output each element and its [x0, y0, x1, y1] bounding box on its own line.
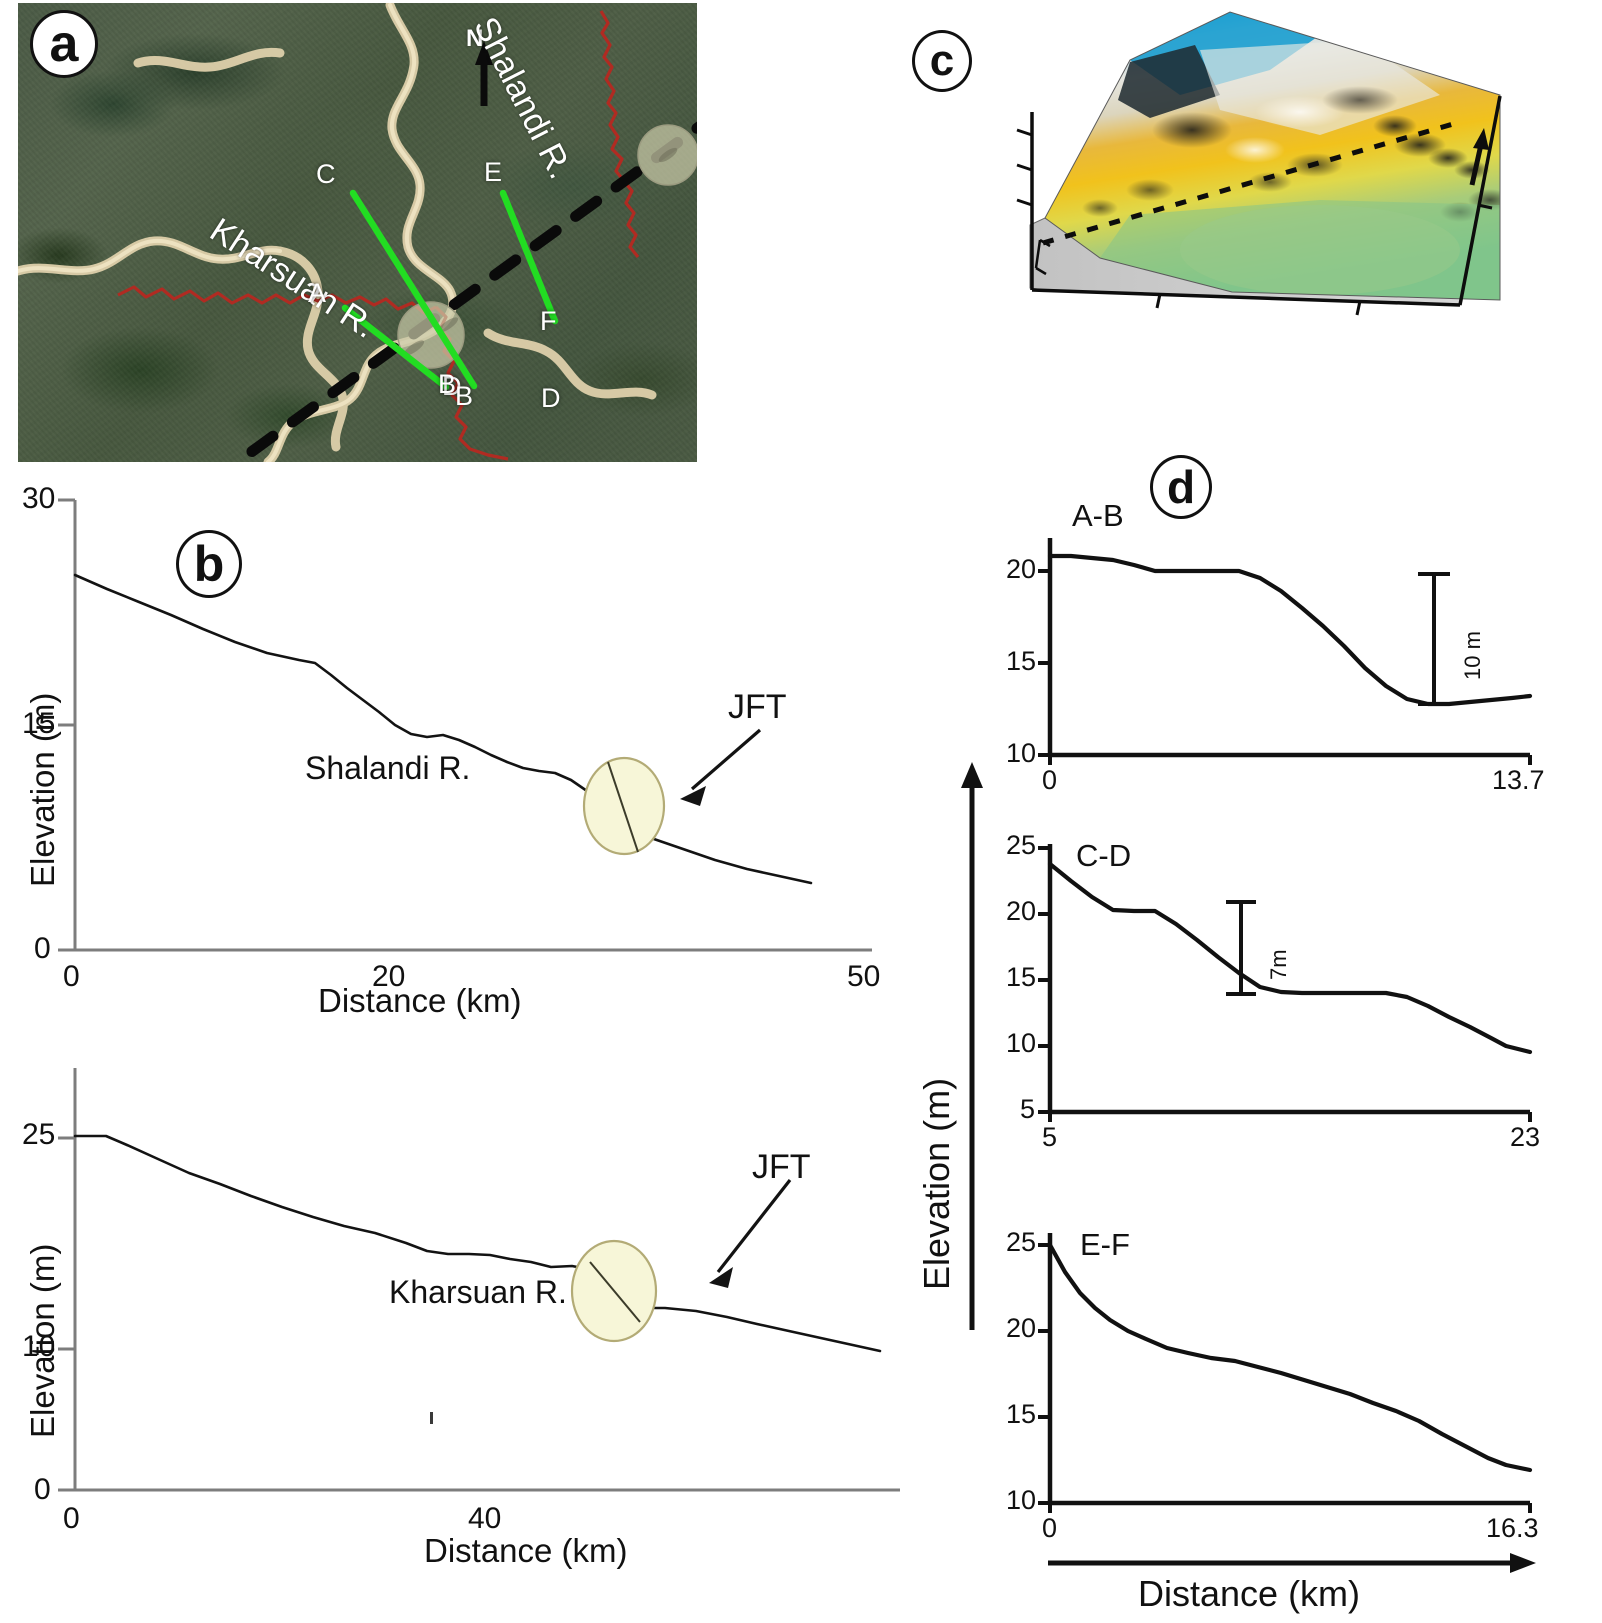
- CD-ytick-5: 5: [1020, 1094, 1036, 1124]
- jft-arrow-kharsuan: [709, 1179, 792, 1288]
- profile-line-CD-on-map: [349, 189, 478, 390]
- north-arrow-label: N: [466, 25, 484, 52]
- AB-scarp-label: 10 m: [1460, 631, 1485, 680]
- profile-point-D-label: D: [541, 383, 561, 413]
- shalandi-ytick-0: 0: [34, 932, 51, 965]
- kharsuan-profile-svg: [58, 1068, 900, 1492]
- chart-shalandi-long-profile: 30 15 0 0 20 50 Elevation (m) Distance (…: [0, 462, 900, 1022]
- stray-mark: [430, 1412, 433, 1424]
- panel-c-3d-dem: Elevation (m) 40 30 20 86.1 86.3 86.5 Ea…: [800, 0, 1602, 440]
- chart-profile-AB: 20 15 10 0 13.7 A-B 10 m: [1000, 490, 1570, 795]
- shalandi-xtick-50: 50: [847, 960, 881, 993]
- CD-title: C-D: [1076, 838, 1132, 873]
- shalandi-x-axis-title: Distance (km): [318, 982, 522, 1019]
- fault-dashed-line: [237, 121, 697, 462]
- profile-point-B: B: [438, 369, 457, 399]
- CD-ytick-25: 25: [1006, 830, 1037, 860]
- AB-scarp-bar: [1418, 572, 1450, 706]
- shalandi-series-label: Shalandi R.: [305, 750, 471, 786]
- shalandi-jft-label: JFT: [728, 688, 787, 726]
- chart-profile-CD: 25 20 15 10 5 5 23 C-D 7m: [1000, 830, 1570, 1152]
- shalandi-y-axis-title: Elevation (m): [24, 692, 61, 887]
- EF-xtick-0: 0: [1042, 1513, 1058, 1543]
- chart-profile-EF: 25 20 15 10 0 16.3 E-F Distance (km): [1000, 1215, 1570, 1615]
- profile-AB-svg: [1038, 538, 1533, 765]
- EF-ytick-10: 10: [1006, 1485, 1037, 1515]
- EF-ytick-25: 25: [1006, 1227, 1037, 1257]
- profile-point-E: E: [484, 157, 503, 187]
- EF-ytick-15: 15: [1006, 1399, 1037, 1429]
- CD-ytick-10: 10: [1006, 1028, 1037, 1058]
- panel-d-elevation-axis-title: Elevation (m): [916, 1077, 957, 1290]
- panel-label-c: c: [912, 30, 972, 92]
- jft-arrow-shalandi: [680, 728, 762, 806]
- profile-point-B-label: B: [455, 381, 474, 411]
- knickzone-ellipse-shalandi: [582, 756, 666, 856]
- EF-title: E-F: [1080, 1227, 1130, 1262]
- kharsuan-ytick-10: 10: [22, 1330, 56, 1363]
- dem-north-arrow-icon: [1469, 128, 1489, 186]
- profile-line-EF-on-map: [499, 189, 559, 325]
- dem-block-svg: [1016, 11, 1502, 316]
- kharsuan-xtick-0: 0: [63, 1502, 80, 1535]
- AB-ytick-10: 10: [1006, 738, 1037, 768]
- CD-ytick-20: 20: [1006, 896, 1037, 926]
- kharsuan-ytick-25: 25: [22, 1118, 56, 1151]
- CD-profile-line: [1047, 861, 1533, 1055]
- CD-scarp-bar: [1226, 900, 1256, 996]
- kharsuan-x-axis-title: Distance (km): [424, 1532, 628, 1569]
- panel-label-a: a: [30, 10, 98, 78]
- shalandi-ytick-30: 30: [22, 482, 56, 515]
- jajpur-fault-dashed-line: [1042, 119, 1461, 246]
- profile-point-D: D: [442, 371, 462, 401]
- north-arrow-icon: [475, 41, 493, 106]
- EF-profile-line: [1047, 1242, 1533, 1473]
- AB-xtick-0: 0: [1042, 765, 1058, 795]
- AB-xtick-max: 13.7: [1492, 765, 1545, 795]
- CD-ytick-15: 15: [1006, 962, 1037, 992]
- EF-xtick-max: 16.3: [1486, 1513, 1539, 1543]
- kharsuan-series-label: Kharsuan R.: [389, 1274, 567, 1310]
- AB-ytick-20: 20: [1006, 554, 1037, 584]
- kharsuan-profile-line: [73, 1134, 882, 1353]
- map-overlay-vector: [18, 3, 697, 462]
- shalandi-xtick-0: 0: [63, 960, 80, 993]
- profile-line-AB-on-map: [341, 304, 450, 391]
- AB-profile-line: [1047, 553, 1533, 707]
- chart-kharsuan-long-profile: 25 10 0 0 40 Elevation (m) Distance (km)…: [0, 1050, 930, 1618]
- shalandi-xtick-20: 20: [372, 960, 406, 993]
- profile-CD-svg: [1038, 844, 1533, 1122]
- kharsuan-jft-label: JFT: [752, 1148, 811, 1186]
- panel-d-distance-arrow-icon: [1048, 1553, 1536, 1573]
- kharsuan-ytick-0: 0: [34, 1473, 51, 1506]
- shalandi-ytick-15: 15: [22, 707, 56, 740]
- profile-point-A: A: [308, 278, 327, 308]
- kharsuan-xtick-40: 40: [468, 1502, 502, 1535]
- panel-d-distance-axis-title: Distance (km): [1138, 1573, 1361, 1614]
- profile-point-F: F: [540, 306, 557, 336]
- panel-a-satellite-map: N Shalandi R. Kharsuan R. C D A B E F: [18, 3, 697, 462]
- profile-point-C: C: [316, 159, 336, 189]
- panel-d-elevation-arrow-icon: [961, 762, 983, 1330]
- river-trace-group: [117, 10, 640, 461]
- profile-lines-group: [341, 189, 559, 391]
- panel-label-b: b: [176, 530, 242, 598]
- AB-ytick-15: 15: [1006, 646, 1037, 676]
- shalandi-profile-line: [73, 573, 813, 885]
- AB-title: A-B: [1072, 498, 1124, 533]
- EF-ytick-20: 20: [1006, 1313, 1037, 1343]
- CD-scarp-label: 7m: [1266, 949, 1291, 980]
- panel-label-d: d: [1150, 455, 1212, 519]
- shalandi-profile-svg: [58, 498, 872, 952]
- CD-xtick-max: 23: [1510, 1122, 1541, 1152]
- profile-EF-svg: [1038, 1233, 1533, 1513]
- CD-xtick-min: 5: [1042, 1122, 1058, 1152]
- kharsuan-y-axis-title: Elevation (m): [24, 1243, 61, 1438]
